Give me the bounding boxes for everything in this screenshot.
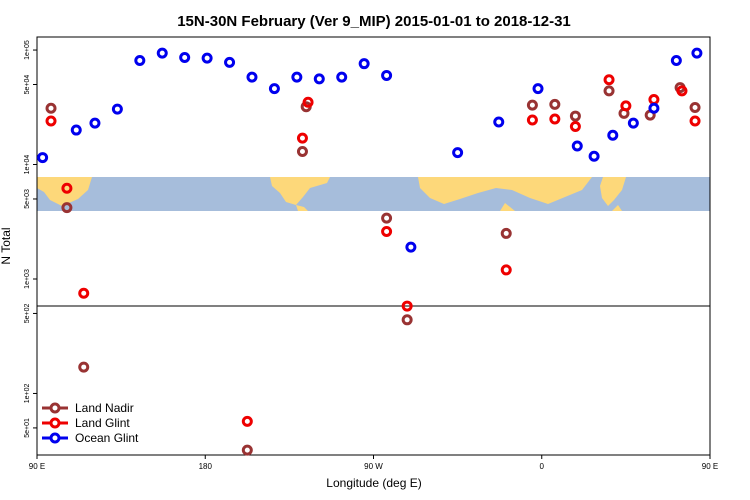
ocean-glint-point bbox=[336, 71, 348, 83]
y-tick-label: 5e+02 bbox=[24, 304, 31, 324]
plot-frame bbox=[36, 36, 711, 456]
land-glint-legend-marker bbox=[49, 417, 61, 429]
ocean-glint-point bbox=[111, 103, 123, 115]
land-glint-point bbox=[689, 115, 701, 127]
land-glint-point bbox=[296, 132, 308, 144]
y-tick-label: 5e+01 bbox=[24, 418, 31, 438]
land-glint-legend-label: Land Glint bbox=[75, 416, 130, 430]
land-glint-point bbox=[401, 300, 413, 312]
ocean-glint-point bbox=[588, 150, 600, 162]
ocean-glint-point bbox=[670, 55, 682, 67]
y-tick-label: 1e+05 bbox=[24, 40, 31, 60]
land-nadir-point bbox=[296, 145, 308, 157]
x-tick-label: 0 bbox=[540, 462, 545, 471]
ocean-glint-point bbox=[313, 73, 325, 85]
y-tick-label: 1e+04 bbox=[24, 155, 31, 175]
ocean-glint-point bbox=[358, 58, 370, 70]
land-nadir-legend-marker bbox=[49, 402, 61, 414]
ocean-glint-point bbox=[268, 83, 280, 95]
land-glint-point bbox=[676, 85, 688, 97]
ocean-glint-legend-marker bbox=[49, 432, 61, 444]
ocean-glint-point bbox=[156, 47, 168, 59]
land-glint-point bbox=[241, 415, 253, 427]
land-glint-point bbox=[603, 74, 615, 86]
ocean-glint-point bbox=[627, 117, 639, 129]
map-ocean bbox=[37, 177, 710, 211]
y-axis: 5e+01 1e+02 5e+02 1e+03 5e+03 1e+04 5e+04 1e+05 bbox=[24, 40, 37, 438]
ocean-glint-point bbox=[691, 47, 703, 59]
land-glint-point bbox=[648, 93, 660, 105]
land-nadir-legend-label: Land Nadir bbox=[75, 401, 134, 415]
ocean-glint-point bbox=[532, 83, 544, 95]
ocean-glint-point bbox=[571, 140, 583, 152]
ocean-glint-point bbox=[37, 152, 49, 164]
ocean-glint-point bbox=[246, 71, 258, 83]
ocean-glint-point bbox=[70, 124, 82, 136]
ocean-glint-point bbox=[452, 147, 464, 159]
land-nadir-point bbox=[241, 444, 253, 456]
land-glint-point bbox=[61, 182, 73, 194]
ocean-glint-point bbox=[607, 129, 619, 141]
land-glint-point bbox=[500, 264, 512, 276]
y-tick-label: 1e+03 bbox=[24, 269, 31, 289]
y-axis-label: N Total bbox=[0, 227, 13, 264]
land-nadir-point bbox=[45, 102, 57, 114]
land-glint-point bbox=[620, 100, 632, 112]
land-nadir-point bbox=[569, 110, 581, 122]
land-nadir-point bbox=[381, 212, 393, 224]
ocean-glint-point bbox=[89, 117, 101, 129]
land-nadir-point bbox=[689, 101, 701, 113]
chart-title: 15N-30N February (Ver 9_MIP) 2015-01-01 … bbox=[177, 13, 571, 30]
x-axis: 90 E 180 90 W 0 90 E bbox=[29, 455, 718, 471]
land-nadir-point bbox=[549, 98, 561, 110]
ocean-glint-point bbox=[405, 241, 417, 253]
ocean-glint-point bbox=[648, 102, 660, 114]
land-nadir-point bbox=[78, 361, 90, 373]
x-tick-label: 180 bbox=[199, 462, 213, 471]
land-glint-point bbox=[569, 120, 581, 132]
land-glint-point bbox=[45, 115, 57, 127]
y-tick-label: 5e+03 bbox=[24, 189, 31, 209]
ocean-glint-point bbox=[134, 55, 146, 67]
y-tick-label: 5e+04 bbox=[24, 75, 31, 95]
ocean-glint-legend-label: Ocean Glint bbox=[75, 431, 139, 445]
x-tick-label: 90 E bbox=[702, 462, 718, 471]
data-points bbox=[37, 47, 703, 456]
world-map-band bbox=[37, 177, 710, 211]
ocean-glint-point bbox=[224, 56, 236, 68]
x-tick-label: 90 E bbox=[29, 462, 45, 471]
land-nadir-point bbox=[401, 314, 413, 326]
y-tick-label: 1e+02 bbox=[24, 384, 31, 404]
land-glint-point bbox=[78, 287, 90, 299]
land-glint-point bbox=[302, 96, 314, 108]
land-glint-point bbox=[381, 225, 393, 237]
ocean-glint-point bbox=[179, 52, 191, 64]
ocean-glint-point bbox=[291, 71, 303, 83]
land-nadir-point bbox=[526, 99, 538, 111]
land-glint-point bbox=[526, 114, 538, 126]
ocean-glint-point bbox=[493, 116, 505, 128]
land-nadir-point bbox=[500, 227, 512, 239]
ocean-glint-point bbox=[201, 52, 213, 64]
land-glint-point bbox=[549, 113, 561, 125]
ocean-glint-point bbox=[381, 69, 393, 81]
x-axis-label: Longitude (deg E) bbox=[326, 476, 421, 490]
land-nadir-point bbox=[61, 202, 73, 214]
x-tick-label: 90 W bbox=[364, 462, 383, 471]
land-nadir-point bbox=[603, 85, 615, 97]
